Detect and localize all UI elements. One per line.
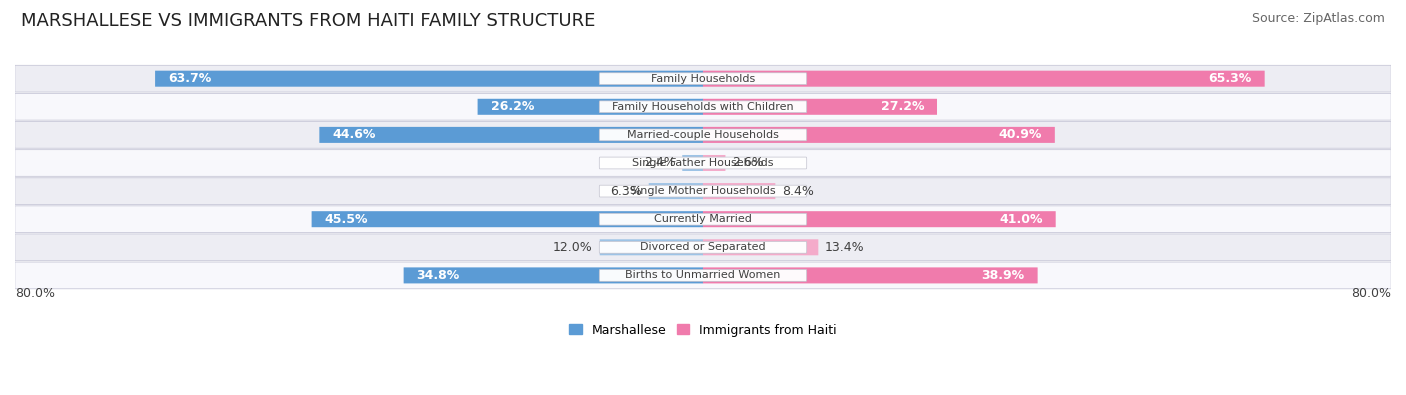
FancyBboxPatch shape: [703, 239, 818, 255]
FancyBboxPatch shape: [703, 211, 1056, 227]
FancyBboxPatch shape: [599, 269, 807, 281]
FancyBboxPatch shape: [599, 157, 807, 169]
Text: Family Households with Children: Family Households with Children: [612, 102, 794, 112]
Text: 80.0%: 80.0%: [1351, 287, 1391, 300]
FancyBboxPatch shape: [703, 99, 936, 115]
FancyBboxPatch shape: [599, 241, 807, 253]
FancyBboxPatch shape: [600, 239, 703, 255]
FancyBboxPatch shape: [312, 211, 703, 227]
FancyBboxPatch shape: [319, 127, 703, 143]
Text: Divorced or Separated: Divorced or Separated: [640, 242, 766, 252]
Text: 45.5%: 45.5%: [325, 213, 368, 226]
Text: MARSHALLESE VS IMMIGRANTS FROM HAITI FAMILY STRUCTURE: MARSHALLESE VS IMMIGRANTS FROM HAITI FAM…: [21, 12, 596, 30]
Text: 2.6%: 2.6%: [733, 156, 763, 169]
Legend: Marshallese, Immigrants from Haiti: Marshallese, Immigrants from Haiti: [564, 319, 842, 342]
Text: 27.2%: 27.2%: [880, 100, 924, 113]
Text: 6.3%: 6.3%: [610, 184, 643, 198]
FancyBboxPatch shape: [478, 99, 703, 115]
Text: Currently Married: Currently Married: [654, 214, 752, 224]
FancyBboxPatch shape: [15, 234, 1391, 261]
Text: 65.3%: 65.3%: [1208, 72, 1251, 85]
FancyBboxPatch shape: [404, 267, 703, 283]
FancyBboxPatch shape: [15, 65, 1391, 92]
Text: 80.0%: 80.0%: [15, 287, 55, 300]
FancyBboxPatch shape: [15, 94, 1391, 120]
FancyBboxPatch shape: [599, 185, 807, 197]
FancyBboxPatch shape: [15, 122, 1391, 148]
FancyBboxPatch shape: [703, 155, 725, 171]
Text: 34.8%: 34.8%: [416, 269, 460, 282]
FancyBboxPatch shape: [703, 183, 775, 199]
Text: 63.7%: 63.7%: [169, 72, 211, 85]
Text: Source: ZipAtlas.com: Source: ZipAtlas.com: [1251, 12, 1385, 25]
Text: 12.0%: 12.0%: [553, 241, 593, 254]
Text: Married-couple Households: Married-couple Households: [627, 130, 779, 140]
Text: 40.9%: 40.9%: [998, 128, 1042, 141]
FancyBboxPatch shape: [703, 127, 1054, 143]
Text: 26.2%: 26.2%: [491, 100, 534, 113]
FancyBboxPatch shape: [599, 73, 807, 85]
FancyBboxPatch shape: [703, 71, 1264, 87]
FancyBboxPatch shape: [599, 213, 807, 225]
Text: Single Father Households: Single Father Households: [633, 158, 773, 168]
Text: 8.4%: 8.4%: [782, 184, 814, 198]
Text: 38.9%: 38.9%: [981, 269, 1025, 282]
FancyBboxPatch shape: [15, 262, 1391, 289]
FancyBboxPatch shape: [599, 129, 807, 141]
FancyBboxPatch shape: [15, 150, 1391, 176]
Text: 2.4%: 2.4%: [644, 156, 675, 169]
FancyBboxPatch shape: [155, 71, 703, 87]
FancyBboxPatch shape: [703, 267, 1038, 283]
FancyBboxPatch shape: [15, 178, 1391, 205]
Text: Single Mother Households: Single Mother Households: [630, 186, 776, 196]
Text: Births to Unmarried Women: Births to Unmarried Women: [626, 271, 780, 280]
Text: Family Households: Family Households: [651, 74, 755, 84]
FancyBboxPatch shape: [15, 206, 1391, 233]
Text: 41.0%: 41.0%: [1000, 213, 1043, 226]
FancyBboxPatch shape: [648, 183, 703, 199]
Text: 13.4%: 13.4%: [825, 241, 865, 254]
FancyBboxPatch shape: [599, 101, 807, 113]
FancyBboxPatch shape: [682, 155, 703, 171]
Text: 44.6%: 44.6%: [332, 128, 375, 141]
